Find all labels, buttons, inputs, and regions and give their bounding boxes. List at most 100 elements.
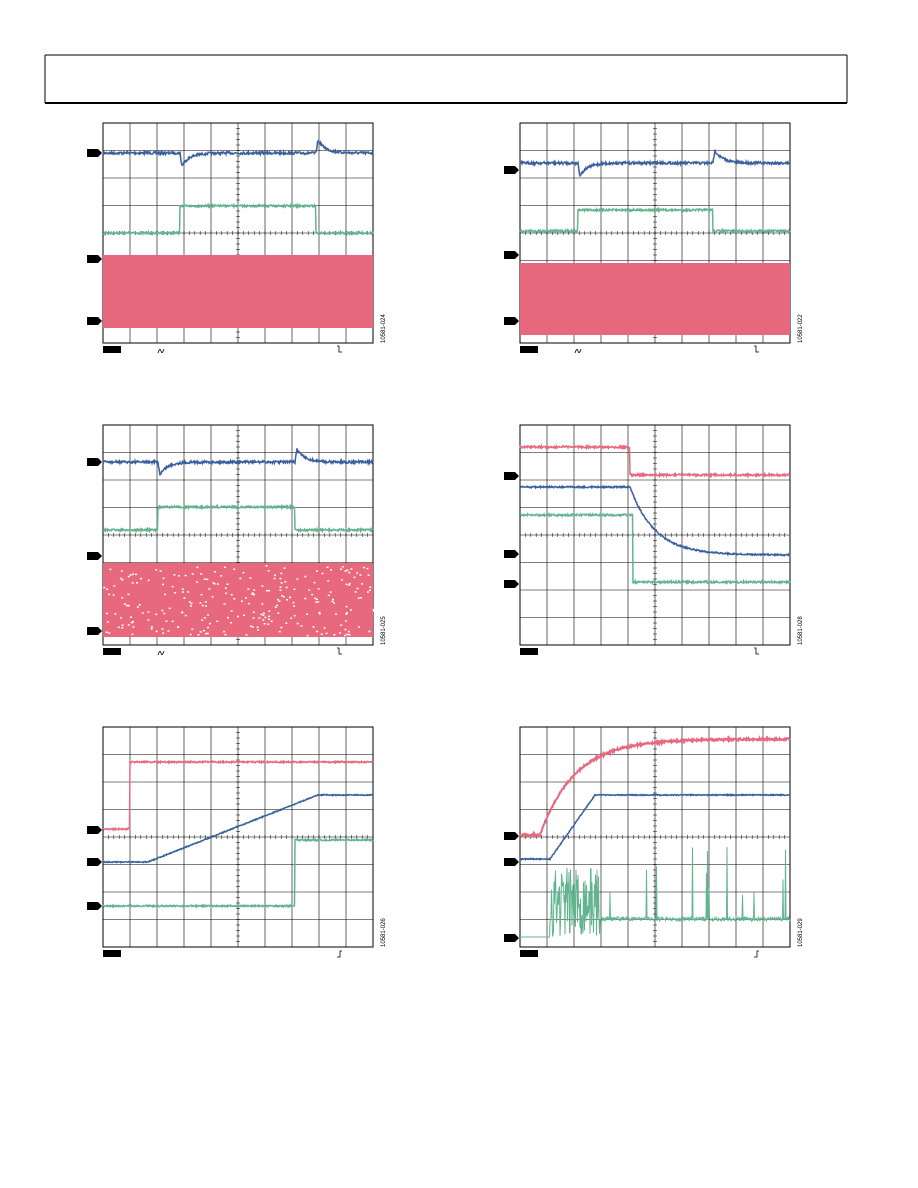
trace-gap xyxy=(317,588,320,590)
trace-gap xyxy=(214,571,216,573)
trace-gap xyxy=(249,625,252,627)
trace xyxy=(102,793,374,864)
scope-figure: 10581-022 xyxy=(504,122,804,354)
trace-gap xyxy=(315,601,318,603)
trace-gap xyxy=(199,602,202,604)
trace-gap xyxy=(341,566,344,568)
trace-gap xyxy=(362,566,365,569)
trace-band xyxy=(103,255,373,328)
trace-gap xyxy=(344,570,347,572)
trace-gap xyxy=(181,611,184,614)
channel-marker xyxy=(504,934,519,942)
trace-gap xyxy=(265,565,268,567)
figures: 10581-024 10581-022 10581-025 10581-028 1058… xyxy=(87,122,804,958)
trace-gap xyxy=(369,589,371,591)
trace-gap xyxy=(162,583,164,586)
trace-gap xyxy=(226,583,229,585)
trace-gap xyxy=(367,574,370,576)
trace xyxy=(519,149,790,178)
status-box xyxy=(520,648,538,655)
trace-gap xyxy=(252,611,255,613)
trace-gap xyxy=(204,601,207,603)
trace-gap xyxy=(270,620,273,623)
trace-gap xyxy=(190,602,193,605)
channel-marker xyxy=(504,858,519,866)
trace-gap xyxy=(316,630,318,633)
trace-gap xyxy=(344,628,347,631)
trace-gap xyxy=(268,590,270,592)
trace-gap xyxy=(261,603,264,605)
trace-gap xyxy=(106,588,108,590)
trigger-symbol xyxy=(337,345,342,353)
trace-gap xyxy=(278,600,281,602)
trace-gap xyxy=(296,578,299,580)
trace-gap xyxy=(360,597,362,599)
trace-gap xyxy=(190,605,192,607)
trace-gap xyxy=(261,585,264,587)
trace-gap xyxy=(293,605,296,607)
coupling-symbol xyxy=(157,650,165,656)
trace-gap xyxy=(344,634,347,637)
trace-gap xyxy=(285,622,288,624)
trace-gap xyxy=(159,570,162,572)
trace-gap xyxy=(141,612,144,614)
trace-gap xyxy=(267,623,270,625)
trace-gap xyxy=(262,619,265,621)
trace-gap xyxy=(168,607,171,610)
trace-gap xyxy=(209,622,211,625)
trace-gap xyxy=(345,583,348,586)
trace-gap xyxy=(136,582,138,584)
trace-gap xyxy=(277,612,280,614)
channel-marker xyxy=(87,552,102,560)
trace-gap xyxy=(165,620,168,622)
trace-gap xyxy=(276,604,278,607)
trace-gap xyxy=(284,581,287,583)
trace-gap xyxy=(108,593,111,596)
trace-gap xyxy=(263,623,266,625)
trace-gap xyxy=(245,634,248,636)
trace-gap xyxy=(147,579,150,582)
trace-gap xyxy=(251,592,254,594)
trace-gap xyxy=(239,577,242,580)
scope-figure: 10581-026 xyxy=(87,726,387,958)
figure-id: 10581-024 xyxy=(381,314,387,343)
trace-gap xyxy=(327,594,330,597)
trace-gap xyxy=(318,611,321,614)
trace xyxy=(102,503,374,534)
trace-gap xyxy=(121,597,124,599)
trace-gap xyxy=(200,593,203,596)
trace-gap xyxy=(346,633,349,636)
trace-gap xyxy=(224,566,226,569)
trace-gap xyxy=(367,591,369,593)
trace-gap xyxy=(233,568,236,570)
trace-gap xyxy=(127,624,130,626)
trace-gap xyxy=(105,631,108,633)
status-box xyxy=(520,346,538,353)
trace-gap xyxy=(345,613,348,615)
trace-gap xyxy=(329,591,332,593)
trace-gap xyxy=(372,608,375,611)
trace-gap xyxy=(264,616,267,619)
trace-gap xyxy=(230,610,233,612)
channel-marker xyxy=(504,317,519,325)
trace-gap xyxy=(189,633,192,636)
trace-gap xyxy=(316,598,318,601)
trace-gap xyxy=(216,620,219,623)
trace-gap xyxy=(333,634,336,636)
trace-gap xyxy=(147,611,150,613)
trace-gap xyxy=(229,622,232,624)
trace-gap xyxy=(279,577,282,580)
trace xyxy=(102,202,374,237)
trace-gap xyxy=(262,614,265,616)
trace-gap xyxy=(155,613,158,616)
trace-gap xyxy=(174,592,177,594)
trace-gap xyxy=(187,591,190,593)
trace-gap xyxy=(256,626,259,628)
trace-gap xyxy=(178,575,180,577)
trace-gap xyxy=(274,574,276,577)
trace-gap xyxy=(230,594,233,596)
status-box xyxy=(103,950,121,957)
trace-gap xyxy=(127,593,130,596)
trace-gap xyxy=(199,631,202,633)
